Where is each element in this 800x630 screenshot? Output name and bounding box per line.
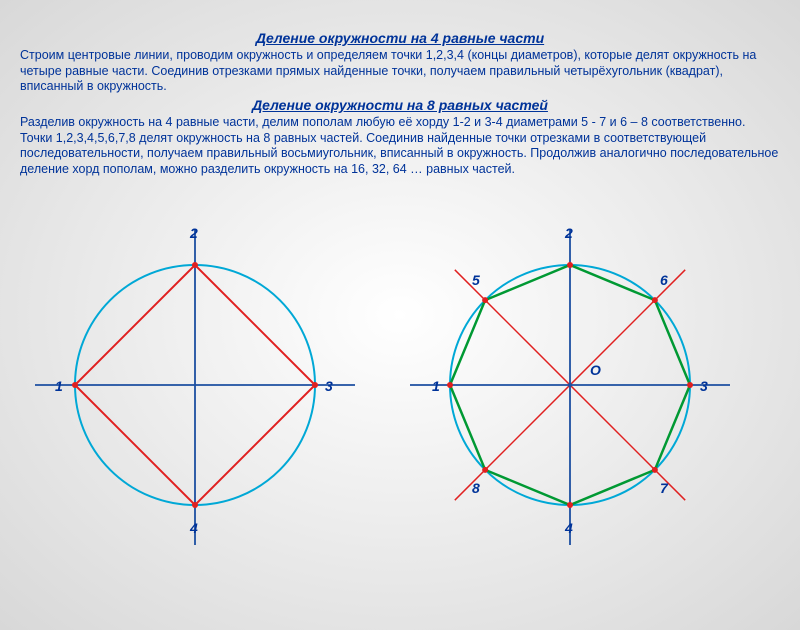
fig8-label-8: 8 bbox=[472, 480, 480, 496]
paragraph-4parts: Строим центровые линии, проводим окружно… bbox=[0, 48, 800, 95]
fig4-label-1: 1 bbox=[55, 378, 63, 394]
fig8-label-7: 7 bbox=[660, 480, 668, 496]
fig4-label-3: 3 bbox=[325, 378, 333, 394]
fig8-label-3: 3 bbox=[700, 378, 708, 394]
fig8-label-1: 1 bbox=[432, 378, 440, 394]
heading-4parts: Деление окружности на 4 равные части bbox=[0, 30, 800, 46]
figure-area: 123412345678O bbox=[0, 230, 800, 630]
fig4-label-4: 4 bbox=[190, 520, 198, 536]
fig4-label-2: 2 bbox=[190, 225, 198, 241]
fig8-label-6: 6 bbox=[660, 272, 668, 288]
diagram-svg bbox=[0, 230, 800, 630]
fig8-label-4: 4 bbox=[565, 520, 573, 536]
paragraph-8parts: Разделив окружность на 4 равные части, д… bbox=[0, 115, 800, 178]
fig8-label-2: 2 bbox=[565, 225, 573, 241]
fig8-label-5: 5 bbox=[472, 272, 480, 288]
heading-8parts: Деление окружности на 8 равных частей bbox=[0, 97, 800, 113]
fig8-label-O: O bbox=[590, 362, 601, 378]
